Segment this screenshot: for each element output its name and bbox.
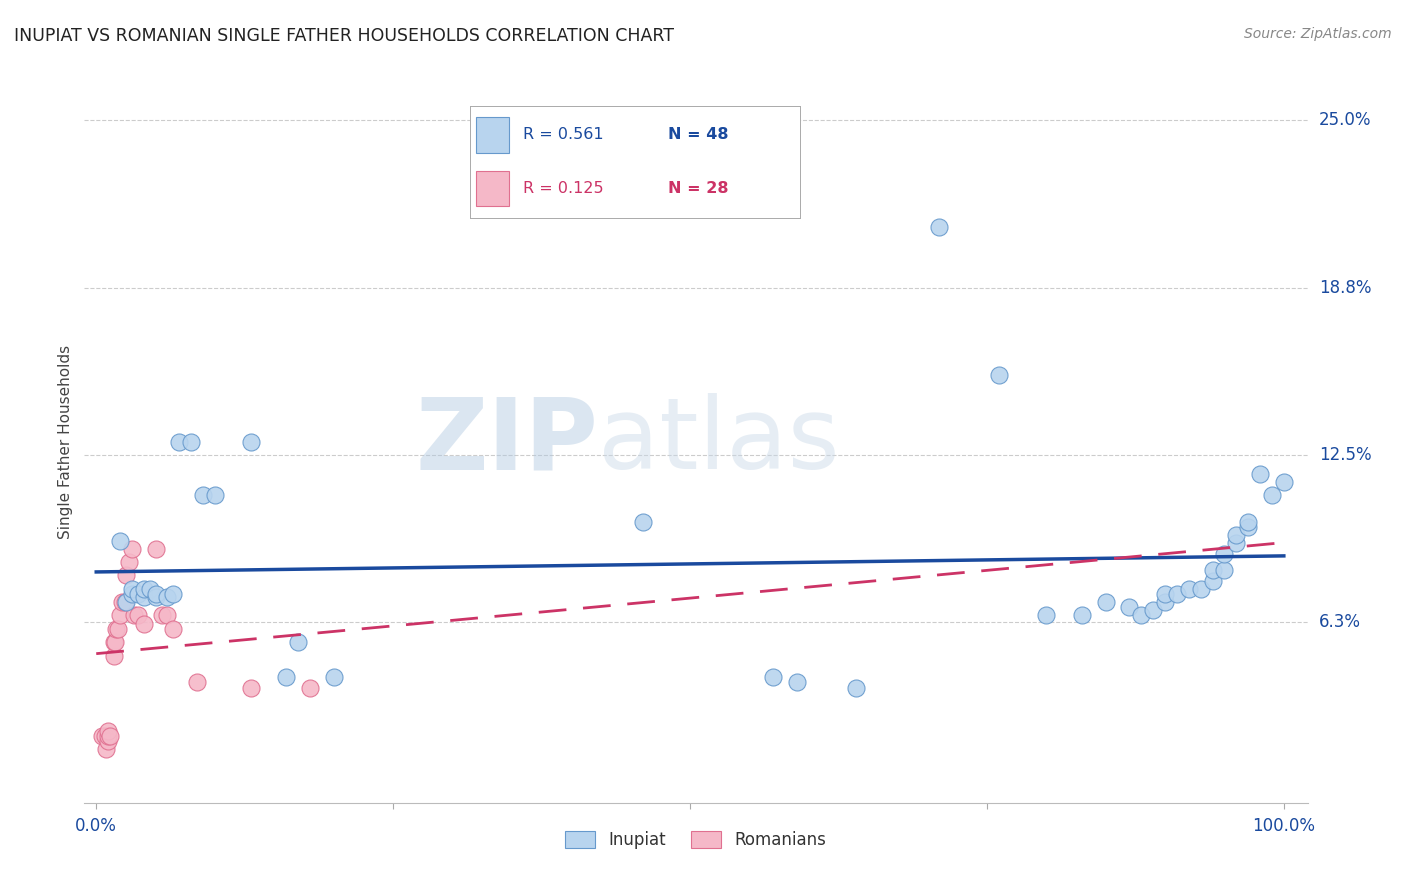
Point (103, 635, 125, 649)
Point (1142, 603, 1164, 617)
Point (786, 675, 808, 690)
Legend: Inupiat, Romanians: Inupiat, Romanians (558, 824, 834, 856)
Point (1154, 595, 1177, 609)
Point (162, 622, 184, 636)
Point (103, 648, 125, 663)
Point (115, 595, 138, 609)
Point (162, 587, 184, 601)
Point (1201, 563, 1223, 577)
Point (1213, 547, 1236, 561)
Point (104, 635, 127, 649)
Point (93, 729, 115, 743)
Point (127, 608, 149, 623)
Point (239, 681, 262, 695)
Point (132, 616, 155, 631)
Point (121, 587, 143, 601)
Point (186, 675, 208, 690)
Point (150, 608, 173, 623)
Point (94, 742, 117, 756)
Point (1249, 467, 1271, 481)
Point (287, 635, 309, 649)
Y-axis label: Single Father Households: Single Father Households (58, 344, 73, 539)
Point (1189, 582, 1212, 596)
Point (118, 555, 141, 569)
Point (121, 541, 143, 556)
Point (100, 729, 122, 743)
Point (122, 608, 145, 623)
Point (105, 622, 128, 636)
Point (1154, 587, 1177, 601)
Point (107, 622, 129, 636)
Text: atlas: atlas (598, 393, 839, 490)
Point (132, 582, 155, 596)
Point (191, 488, 214, 502)
Point (1035, 608, 1057, 623)
Text: ZIP: ZIP (415, 393, 598, 490)
Point (169, 434, 191, 449)
Text: Source: ZipAtlas.com: Source: ZipAtlas.com (1244, 27, 1392, 41)
Point (108, 608, 131, 623)
Point (1225, 536, 1247, 550)
Point (1272, 475, 1295, 489)
Point (108, 533, 131, 548)
Point (115, 568, 138, 582)
Point (1225, 528, 1247, 542)
Point (132, 590, 155, 604)
Point (298, 681, 321, 695)
Point (114, 595, 136, 609)
Point (1130, 608, 1153, 623)
Point (97, 734, 120, 748)
Point (97, 729, 120, 743)
Point (204, 488, 226, 502)
Point (239, 434, 262, 449)
Point (1178, 582, 1201, 596)
Point (845, 681, 868, 695)
Point (138, 582, 160, 596)
Point (1237, 515, 1260, 529)
Point (1166, 587, 1188, 601)
Point (928, 220, 950, 235)
Point (1237, 520, 1260, 534)
Point (91, 729, 114, 743)
Point (156, 608, 179, 623)
Point (762, 670, 785, 684)
Point (987, 368, 1010, 382)
Point (1201, 574, 1223, 588)
Point (145, 590, 167, 604)
Text: 12.5%: 12.5% (1319, 446, 1371, 464)
Point (111, 595, 134, 609)
Point (156, 590, 179, 604)
Point (97, 723, 120, 738)
Text: 18.8%: 18.8% (1319, 278, 1371, 297)
Point (1094, 595, 1116, 609)
Point (145, 587, 167, 601)
Point (1118, 600, 1140, 615)
Text: 6.3%: 6.3% (1319, 613, 1361, 632)
Point (1261, 488, 1284, 502)
Point (276, 670, 298, 684)
Point (1213, 563, 1236, 577)
Point (145, 541, 167, 556)
Point (180, 434, 202, 449)
Text: 25.0%: 25.0% (1319, 112, 1371, 129)
Point (121, 582, 143, 596)
Point (322, 670, 344, 684)
Point (127, 587, 149, 601)
Point (1071, 608, 1094, 623)
Text: INUPIAT VS ROMANIAN SINGLE FATHER HOUSEHOLDS CORRELATION CHART: INUPIAT VS ROMANIAN SINGLE FATHER HOUSEH… (14, 27, 673, 45)
Point (631, 515, 654, 529)
